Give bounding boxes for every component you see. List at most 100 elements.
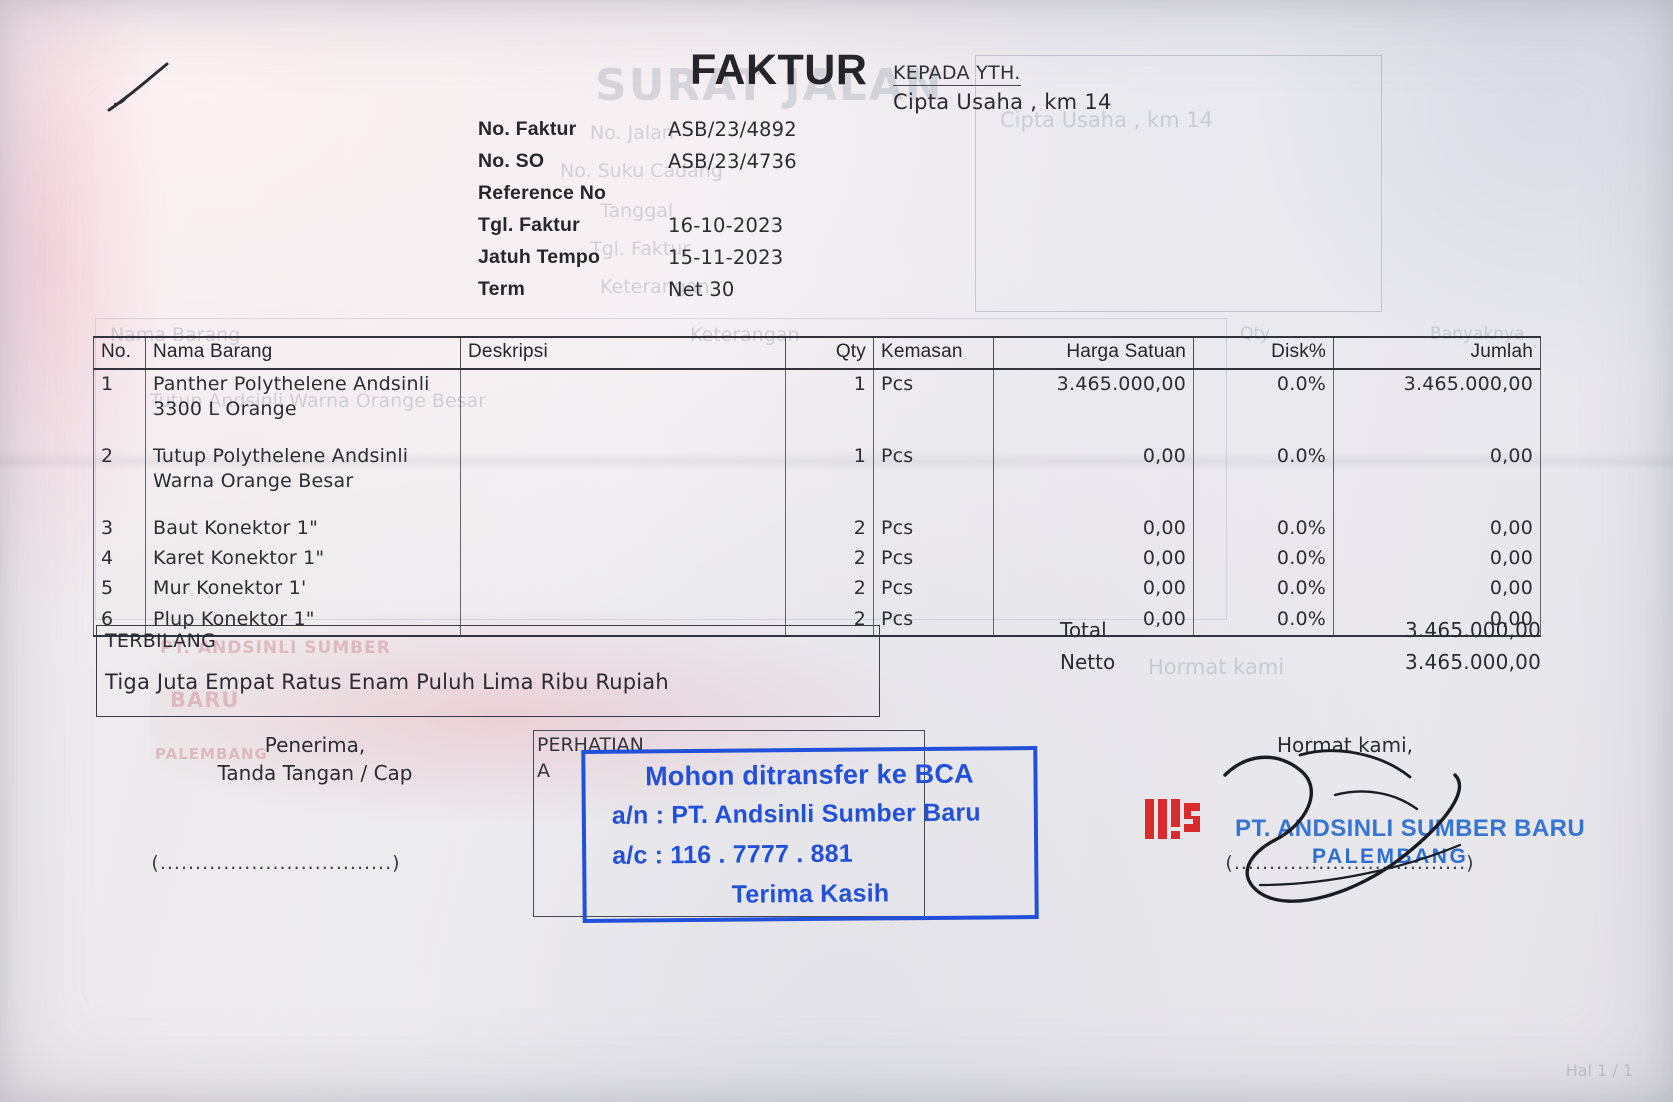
cell-harga-satuan: 0,00 [993,604,1194,637]
cell-harga-satuan: 0,00 [993,442,1194,515]
terbilang-label: TERBILANG [105,630,217,652]
cell-harga-satuan: 3.465.000,00 [993,369,1194,443]
hormat-signature-line: (.................................) [1225,852,1475,874]
total-label: Netto [1060,650,1116,674]
item-name-line-1: Panther Polythelene Andsinli [153,373,430,395]
total-value: 3.465.000,00 [1405,618,1541,642]
meta-label: Reference No [478,182,607,204]
line-items-table: No. Nama Barang Deskripsi Qty Kemasan Ha… [93,336,1541,637]
meta-row: No. Faktur ASB/23/4892 [478,118,797,150]
meta-value: 15-11-2023 [668,246,784,269]
penerima-block: Penerima, Tanda Tangan / Cap [150,733,480,785]
meta-label: Term [478,278,526,300]
cell-jumlah: 0,00 [1333,514,1541,545]
cell-qty: 2 [785,604,874,637]
table-row: 1 Panther Polythelene Andsinli 3300 L Oran… [93,369,1541,443]
perhatian-item-a: A [537,760,550,782]
cell-kemasan: Pcs [873,574,994,605]
recipient-name: Cipta Usaha , km 14 [893,90,1112,114]
cell-nama-barang: Tutup Polythelene Andsinli Warna Orange B… [145,442,461,515]
meta-value: ASB/23/4892 [668,118,797,141]
pen-scribble-icon [107,62,169,112]
item-name-line-1: Mur Konektor 1' [153,577,307,600]
col-header-no: No. [93,336,146,370]
hormat-kami-label: Hormat kami, [1277,733,1413,757]
perhatian-box [533,730,925,917]
meta-value: ASB/23/4736 [668,150,797,173]
meta-row: Tgl. Faktur 16-10-2023 [478,214,797,246]
cell-no: 1 [93,369,146,443]
col-header-harga: Harga Satuan [993,336,1194,370]
cell-jumlah: 0,00 [1333,442,1541,515]
cell-no: 4 [93,544,146,575]
meta-row: Reference No [478,182,797,214]
total-label: Total [1060,618,1107,642]
cell-qty: 2 [785,514,874,545]
meta-row: Jatuh Tempo 15-11-2023 [478,246,797,278]
item-name-line-1: Tutup Polythelene Andsinli [153,445,409,468]
cell-kemasan: Pcs [873,442,994,515]
stamp-line-account-name: a/n : PT. Andsinli Sumber Baru [611,798,981,830]
cell-disk: 0.0% [1193,604,1334,637]
penerima-label: Penerima, [264,733,366,757]
company-city: PALEMBANG [1312,845,1469,868]
table-row: 2 Tutup Polythelene Andsinli Warna Orange … [93,442,1541,515]
stamp-line-bank: Mohon ditransfer ke BCA [645,758,974,792]
cell-nama-barang: Baut Konektor 1" [145,514,461,545]
cell-disk: 0.0% [1193,514,1334,545]
cell-no: 6 [93,604,146,637]
stamp-line-thanks: Terima Kasih [731,879,890,909]
item-name-line-1: Baut Konektor 1" [153,517,319,540]
bank-transfer-stamp: Mohon ditransfer ke BCA a/n : PT. Andsin… [581,746,1039,923]
col-header-kemasan: Kemasan [873,336,994,370]
cell-kemasan: Pcs [873,514,994,545]
cell-harga-satuan: 0,00 [993,514,1194,545]
meta-row: Term Net 30 [478,278,797,310]
penerima-signature-line: (.................................) [151,852,401,874]
cell-qty: 2 [785,574,874,605]
cell-jumlah: 0,00 [1333,604,1541,637]
terbilang-value: Tiga Juta Empat Ratus Enam Puluh Lima Ri… [105,670,669,694]
meta-label: No. Faktur [478,118,577,140]
cell-deskripsi [460,369,786,443]
meta-label: No. SO [478,150,545,172]
penerima-sublabel: Tanda Tangan / Cap [217,761,413,785]
table-row: 6 Plup Konektor 1" 2 Pcs 0,00 0.0% 0,00 [93,604,1541,637]
cell-qty: 1 [785,442,874,515]
page-title: FAKTUR [690,46,868,94]
meta-value: Net 30 [668,278,735,301]
cell-deskripsi [460,604,786,637]
total-row: Netto 3.465.000,00 [1000,650,1541,682]
col-header-qty: Qty [785,336,874,370]
cell-deskripsi [460,514,786,545]
cell-jumlah: 0,00 [1333,574,1541,605]
cell-nama-barang: Mur Konektor 1' [145,574,461,605]
total-value: 3.465.000,00 [1405,650,1541,674]
table-row: 3 Baut Konektor 1" 2 Pcs 0,00 0.0% 0,00 [93,514,1541,545]
cell-nama-barang: Panther Polythelene Andsinli 3300 L Orang… [145,369,461,443]
item-name-line-2: 3300 L Orange [153,398,297,421]
col-header-disk: Disk% [1193,336,1334,370]
cell-nama-barang: Plup Konektor 1" [145,604,461,637]
perhatian-label: PERHATIAN [537,734,644,756]
col-header-jumlah: Jumlah [1333,336,1541,370]
cell-qty: 2 [785,544,874,575]
cell-jumlah: 0,00 [1333,544,1541,575]
cell-kemasan: Pcs [873,604,994,637]
cell-kemasan: Pcs [873,544,994,575]
cell-disk: 0.0% [1193,369,1334,443]
cell-deskripsi [460,442,786,515]
scan-stain-right [1253,0,1673,380]
meta-value: 16-10-2023 [668,214,784,237]
handwritten-signature [1223,749,1462,903]
item-name-line-1: Karet Konektor 1" [153,547,325,570]
recipient-label: KEPADA YTH. [893,62,1021,86]
totals-block: Total 3.465.000,00 Netto 3.465.000,00 [1000,618,1541,682]
cell-qty: 1 [785,369,874,443]
cell-disk: 0.0% [1193,544,1334,575]
cell-harga-satuan: 0,00 [993,574,1194,605]
item-name-line-1: Plup Konektor 1" [153,607,315,630]
cell-disk: 0.0% [1193,442,1334,515]
meta-label: Tgl. Faktur [478,214,580,236]
